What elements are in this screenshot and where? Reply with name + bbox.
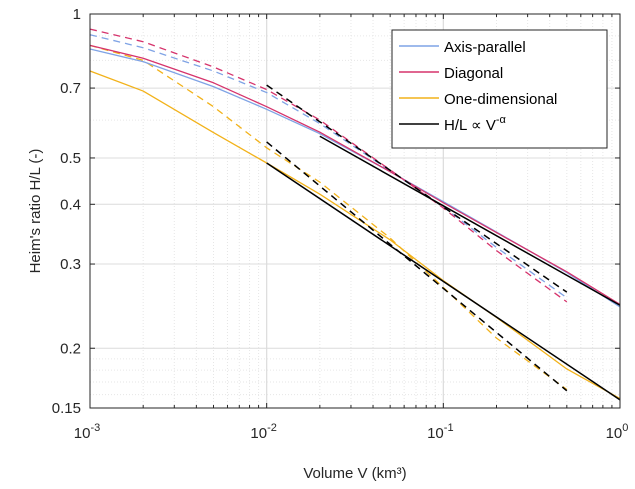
- series-line-diag-solid: [89, 44, 621, 305]
- series-line-oned-dashed: [89, 44, 568, 390]
- grid: [89, 13, 621, 409]
- legend-label-diag: Diagonal: [444, 65, 503, 82]
- series-lines: [89, 28, 621, 401]
- series-line-oned-solid: [89, 70, 621, 400]
- series-line-fit-dashed: [266, 84, 568, 293]
- y-tick-label: 0.4: [60, 196, 81, 213]
- legend-box: [391, 29, 608, 149]
- y-tick-label: 0.3: [60, 256, 81, 273]
- y-tick-label: 0.15: [52, 400, 81, 417]
- y-tick-label: 0.5: [60, 150, 81, 167]
- x-tick-label: 10-2: [250, 422, 276, 442]
- x-tick-label: 10-1: [427, 422, 453, 442]
- legend-label-axis: Axis-parallel: [444, 39, 526, 56]
- y-tick-label: 0.2: [60, 340, 81, 357]
- axes: 10-3 10-2 10-1 100 0.15 0.2 0.3 0.4 0.5 0.7 1: [52, 6, 629, 442]
- x-tick-label: 100: [606, 422, 629, 442]
- y-tick-label: 0.7: [60, 80, 81, 97]
- x-tick-label: 10-3: [74, 422, 100, 442]
- x-axis-label: Volume V (km³): [303, 465, 406, 482]
- y-tick-label: 1: [73, 6, 81, 23]
- y-axis-label: Heim's ratio H/L (-): [27, 149, 44, 274]
- legend-label-oned: One-dimensional: [444, 91, 557, 108]
- series-line-diag-dashed: [89, 28, 568, 303]
- series-line-fit-solid: [319, 135, 621, 306]
- legend: Axis-parallel Diagonal One-dimensional H/L …: [391, 29, 608, 149]
- series-line-fit-solid: [266, 162, 621, 401]
- plot-frame: [89, 13, 621, 409]
- series-line-fit-dashed: [266, 141, 568, 392]
- legend-label-fit: H/L ∝ V-α: [444, 114, 507, 134]
